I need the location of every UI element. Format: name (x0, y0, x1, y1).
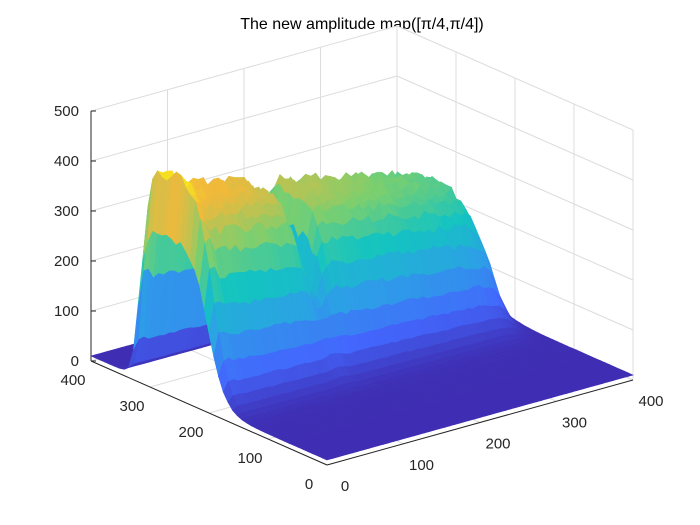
gridline-z (396, 125, 634, 231)
tick-labels: 0 100 200 300 400 0 100 200 300 400 0 100 200 300 400 5… (54, 103, 664, 495)
y-tick-label: 0 (305, 476, 313, 493)
z-tick-label: 500 (54, 103, 79, 120)
x-tick-label: 0 (341, 478, 349, 495)
gridline-z (396, 25, 634, 131)
gridline-z (90, 25, 398, 112)
chart-title: The new amplitude map([π/4,π/4]) (240, 16, 484, 33)
surface-plot (90, 170, 634, 461)
gridline-z (90, 75, 398, 162)
z-tick-label: 400 (54, 153, 79, 170)
y-tick-label: 400 (60, 372, 85, 389)
y-tick-label: 300 (119, 398, 144, 415)
y-tick-label: 100 (237, 450, 262, 467)
y-tick-label: 200 (178, 424, 203, 441)
gridline-z (396, 75, 634, 181)
x-axis-line (326, 379, 634, 466)
z-tick-label: 200 (54, 253, 79, 270)
x-tick-label: 400 (638, 393, 663, 410)
z-tick-label: 300 (54, 203, 79, 220)
y-axis-line (90, 360, 328, 466)
z-tick-label: 100 (54, 303, 79, 320)
surface-patch (321, 456, 333, 461)
z-tick-label: 0 (71, 353, 79, 370)
x-tick-label: 200 (485, 436, 510, 453)
x-tick-label: 100 (409, 457, 434, 474)
x-tick-label: 300 (562, 414, 587, 431)
gridline-z (90, 125, 398, 212)
